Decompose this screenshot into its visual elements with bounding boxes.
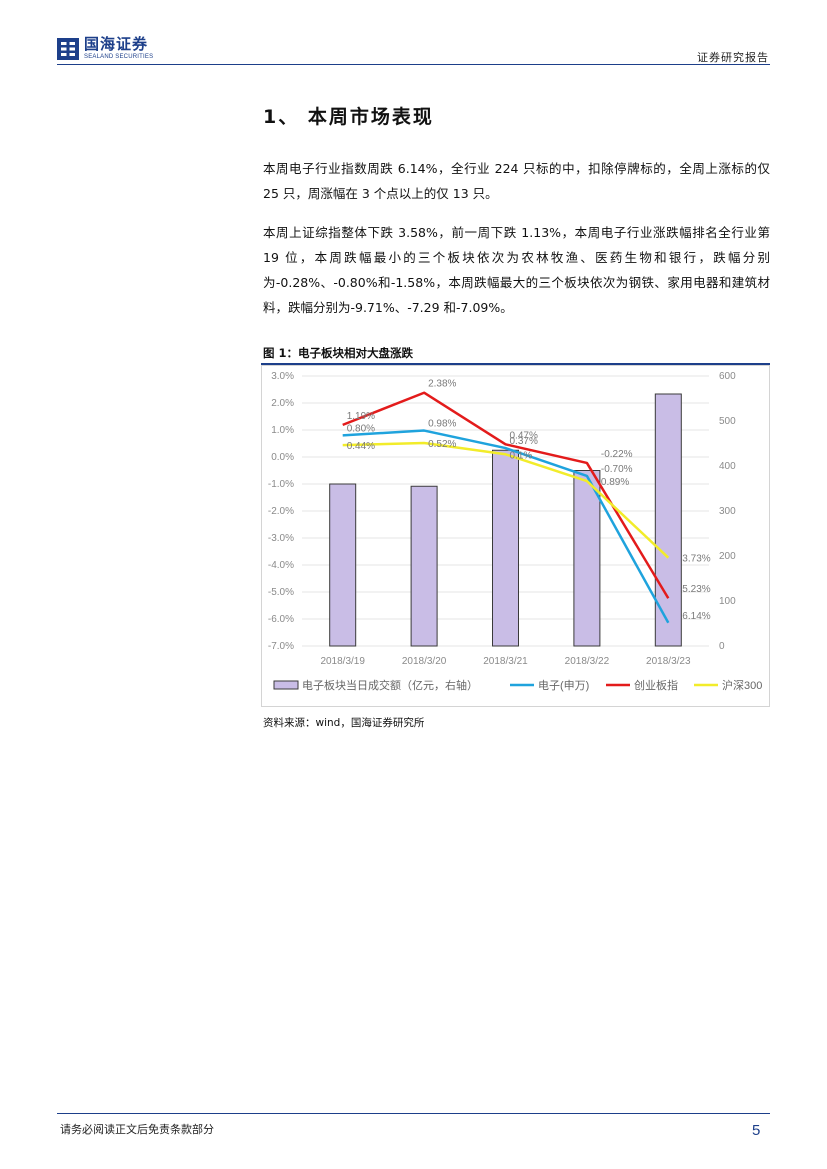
y-right-tick-label: 100	[719, 596, 736, 607]
footer-disclaimer: 请务必阅读正文后免责条款部分	[60, 1123, 214, 1136]
section-title: 1、 本周市场表现	[263, 106, 434, 128]
chart-frame: 3.0% 2.0% 1.0% 0.0% -1.0% -2.0% -3.0% -4.0% -5.0…	[261, 365, 770, 707]
volume-bar	[329, 483, 357, 647]
y-left-tick-label: -1.0%	[268, 479, 294, 490]
legend-label: 电子板块当日成交额（亿元，右轴）	[302, 678, 478, 692]
x-tick-label: 2018/3/22	[565, 656, 610, 667]
data-label: 0.80%	[347, 423, 375, 434]
data-label: 0.1%	[510, 450, 533, 461]
data-label: 0.44%	[347, 441, 375, 452]
data-label: 2.38%	[428, 379, 456, 390]
y-right-tick-label: 600	[719, 371, 736, 382]
data-label: 6.14%	[682, 611, 710, 622]
y-left-tick-label: -4.0%	[268, 560, 294, 571]
y-left-tick-label: 2.0%	[271, 398, 294, 409]
company-logo: 国海证券 SEALAND SECURITIES	[57, 37, 153, 60]
y-left-tick-label: -3.0%	[268, 533, 294, 544]
series-line-0	[342, 429, 670, 624]
x-tick-label: 2018/3/19	[320, 656, 365, 667]
x-tick-label: 2018/3/20	[402, 656, 447, 667]
legend-label: 沪深300	[722, 678, 762, 692]
data-label: 3.73%	[682, 554, 710, 565]
volume-bar	[573, 470, 601, 647]
legend-label: 电子(申万)	[538, 679, 589, 692]
y-right-tick-label: 200	[719, 551, 736, 562]
y-left-tick-label: 3.0%	[271, 371, 294, 382]
y-left-tick-label: -2.0%	[268, 506, 294, 517]
y-right-tick-label: 300	[719, 506, 736, 517]
data-label: 0.89%	[601, 477, 629, 488]
sealand-logo-icon	[57, 37, 79, 60]
data-label: -0.22%	[601, 449, 633, 460]
paragraph-weekly-index: 本周电子行业指数周跌 6.14%，全行业 224 只标的中，扣除停牌标的，全周上…	[263, 161, 770, 201]
y-right-tick-label: 500	[719, 416, 736, 427]
report-type-label: 证券研究报告	[697, 51, 769, 64]
data-label: 0.98%	[428, 419, 456, 430]
data-label: -0.70%	[601, 464, 633, 475]
figure-source: 资料来源：wind，国海证券研究所	[263, 717, 425, 729]
x-tick-label: 2018/3/21	[483, 656, 528, 667]
y-right-tick-label: 400	[719, 461, 736, 472]
y-left-tick-label: 1.0%	[271, 425, 294, 436]
figure-title: 图 1：电子板块相对大盘涨跌	[263, 346, 414, 360]
volume-bar	[654, 393, 682, 647]
y-left-tick-label: -7.0%	[268, 641, 294, 652]
relative-performance-chart: 3.0% 2.0% 1.0% 0.0% -1.0% -2.0% -3.0% -4.0% -5.0…	[268, 371, 762, 692]
y-left-tick-label: -5.0%	[268, 587, 294, 598]
volume-bar	[492, 449, 519, 647]
header-divider	[57, 64, 770, 65]
legend-swatch-bars	[273, 680, 299, 690]
footer-divider	[57, 1113, 770, 1114]
page-number: 5	[752, 1122, 761, 1139]
data-label: 5.23%	[682, 584, 710, 595]
x-tick-label: 2018/3/23	[646, 656, 691, 667]
data-label: 1.19%	[347, 411, 375, 422]
y-right-tick-label: 0	[719, 641, 725, 652]
data-label: 0.47%	[510, 430, 538, 441]
page-header: 国海证券 SEALAND SECURITIES 证券研究报告	[0, 0, 827, 70]
legend-label: 创业板指	[634, 678, 678, 692]
data-label: 0.37%	[510, 436, 538, 447]
data-label: 0.52%	[428, 439, 456, 450]
figure-title-rule	[261, 363, 770, 365]
paragraph-market-ranking: 本周上证综指整体下跌 3.58%，前一周下跌 1.13%，本周电子行业涨跌幅排名…	[263, 225, 770, 315]
y-left-tick-label: 0.0%	[271, 452, 294, 463]
logo-chinese-name: 国海证券	[84, 35, 149, 53]
logo-english-name: SEALAND SECURITIES	[84, 54, 154, 60]
y-left-tick-label: -6.0%	[268, 614, 294, 625]
series-line-2	[342, 441, 670, 559]
volume-bar	[410, 485, 438, 647]
